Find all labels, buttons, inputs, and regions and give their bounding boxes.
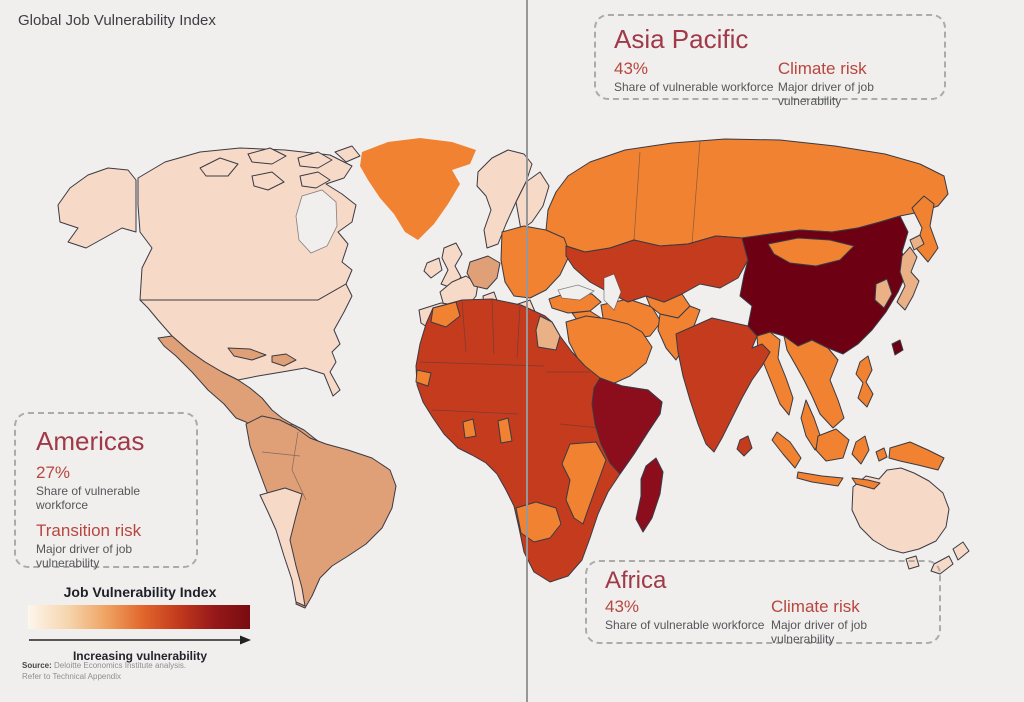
- risk-value: Climate risk: [770, 597, 860, 616]
- region-eastern-europe: [500, 225, 571, 299]
- island-tasmania: [905, 555, 920, 570]
- legend-caption: Increasing vulnerability: [72, 649, 208, 663]
- hudson-bay: [295, 189, 338, 254]
- region-senegal: [415, 369, 432, 387]
- arctic-island: [247, 147, 287, 165]
- arctic-island: [297, 151, 333, 169]
- region-east-africa: [561, 441, 607, 525]
- source-line1: Deloitte Economics Institute analysis.: [54, 661, 187, 670]
- region-card-africa: Africa 43% Share of vulnerable workforce…: [585, 560, 941, 647]
- region-malay-peninsula: [800, 399, 822, 451]
- page-title: Global Job Vulnerability Index: [18, 12, 216, 29]
- caspian-sea: [603, 273, 622, 311]
- country-greenland: [360, 138, 476, 240]
- map-group-level3: [157, 255, 501, 609]
- island-hispaniola: [271, 353, 297, 367]
- increasing-vulnerability-arrow-icon: [29, 635, 251, 645]
- country-morocco: [430, 301, 461, 328]
- region-card-americas: Americas 27% Share of vulnerable workfor…: [14, 412, 198, 571]
- country-mongolia: [767, 237, 855, 267]
- island-madagascar: [635, 457, 664, 533]
- country-india: [675, 317, 771, 453]
- island-sulawesi: [851, 435, 870, 465]
- island-new-guinea: [888, 441, 945, 471]
- island-lesser-sunda: [851, 477, 881, 490]
- arctic-island: [199, 157, 239, 177]
- risk-value: Transition risk: [36, 520, 142, 540]
- black-sea: [557, 284, 595, 301]
- center-divider-line: [526, 0, 528, 702]
- map-group-level4-overlay: [415, 237, 855, 543]
- source-note: Source: Deloitte Economics Institute ana…: [22, 660, 186, 682]
- source-line2: Refer to Technical Appendix: [22, 672, 122, 682]
- region-scandinavia: [476, 149, 533, 249]
- country-ghana: [462, 418, 477, 439]
- arctic-island: [251, 171, 285, 191]
- map-group-level4: [500, 138, 949, 490]
- legend: Job Vulnerability Index Increasing vulne…: [28, 584, 252, 663]
- region-chile-argentina: [259, 487, 306, 607]
- risk-label: Major driver of job vulnerability: [36, 541, 133, 571]
- map-group-level6: [591, 377, 664, 533]
- country-alaska: [57, 167, 137, 249]
- arctic-island: [334, 145, 361, 163]
- share-value: 27%: [36, 463, 71, 482]
- region-card-title: Africa: [605, 567, 667, 594]
- source-label: Source:: [22, 661, 52, 670]
- island-moluccas: [875, 447, 888, 462]
- share-label: Share of vulnerable workforce: [614, 80, 774, 94]
- region-card-title: Americas: [36, 426, 145, 456]
- border-lines: [142, 140, 701, 501]
- share-label: Share of vulnerable workforce: [36, 484, 141, 513]
- legend-gradient-bar: [28, 605, 250, 629]
- country-germany: [466, 255, 501, 290]
- island-java: [796, 471, 844, 487]
- map-group-greenland: [360, 138, 476, 240]
- island-taiwan: [891, 339, 904, 356]
- map-group-southern-cone: [259, 487, 306, 607]
- map-group-level2: [535, 234, 925, 351]
- region-horn-of-africa: [591, 377, 663, 475]
- region-card-asia-pacific: Asia Pacific 43% Share of vulnerable wor…: [594, 14, 946, 108]
- risk-label: Major driver of job vulnerability: [777, 80, 874, 109]
- country-japan: [896, 246, 920, 311]
- share-value: 43%: [614, 59, 649, 78]
- map-group-water: [295, 189, 622, 311]
- region-kamchatka: [911, 195, 939, 263]
- continent-africa: [415, 298, 663, 583]
- share-value: 43%: [605, 597, 640, 616]
- region-korea: [874, 278, 893, 309]
- country-iceland: [392, 190, 422, 210]
- island-borneo: [815, 428, 850, 462]
- country-new-zealand-north: [952, 541, 970, 561]
- country-cameroon: [497, 417, 513, 444]
- island-hokkaido: [909, 234, 925, 251]
- region-card-title: Asia Pacific: [614, 24, 749, 54]
- island-sri-lanka: [736, 435, 753, 457]
- island-cuba: [227, 347, 267, 361]
- country-ireland: [423, 257, 443, 279]
- risk-value: Climate risk: [777, 59, 867, 78]
- country-egypt: [535, 315, 561, 351]
- country-finland: [515, 171, 550, 231]
- arctic-island: [299, 171, 331, 189]
- country-philippines: [855, 355, 874, 408]
- risk-label: Major driver of job vulnerability: [770, 618, 867, 647]
- map-group-borders: [142, 140, 701, 501]
- share-label: Share of vulnerable workforce: [605, 618, 765, 632]
- country-australia: [851, 467, 950, 554]
- legend-title: Job Vulnerability Index: [63, 584, 217, 600]
- island-sumatra: [771, 431, 802, 469]
